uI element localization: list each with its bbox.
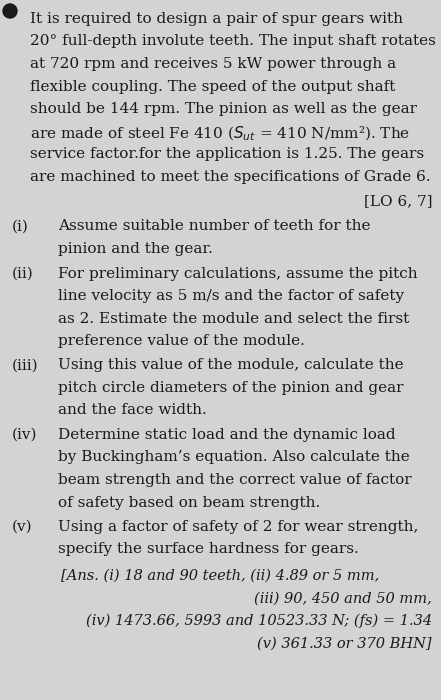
Text: at 720 rpm and receives 5 kW power through a: at 720 rpm and receives 5 kW power throu… [30, 57, 396, 71]
Text: as 2. Estimate the module and select the first: as 2. Estimate the module and select the… [58, 312, 409, 326]
Text: line velocity as 5 m/s and the factor of safety: line velocity as 5 m/s and the factor of… [58, 289, 404, 303]
Text: It is required to design a pair of spur gears with: It is required to design a pair of spur … [30, 12, 403, 26]
Text: specify the surface hardness for gears.: specify the surface hardness for gears. [58, 542, 359, 556]
Text: by Buckingham’s equation. Also calculate the: by Buckingham’s equation. Also calculate… [58, 451, 410, 465]
Text: For preliminary calculations, assume the pitch: For preliminary calculations, assume the… [58, 267, 418, 281]
Text: beam strength and the correct value of factor: beam strength and the correct value of f… [58, 473, 411, 487]
Text: (iv) 1473.66, 5993 and 10523.33 N; (fs) = 1.34: (iv) 1473.66, 5993 and 10523.33 N; (fs) … [86, 614, 432, 629]
Text: 20° full-depth involute teeth. The input shaft rotates: 20° full-depth involute teeth. The input… [30, 34, 436, 48]
Ellipse shape [3, 4, 17, 18]
Text: flexible coupling. The speed of the output shaft: flexible coupling. The speed of the outp… [30, 80, 396, 94]
Text: [LO 6, 7]: [LO 6, 7] [365, 194, 433, 208]
Text: (iii) 90, 450 and 50 mm,: (iii) 90, 450 and 50 mm, [254, 592, 432, 606]
Text: Assume suitable number of teeth for the: Assume suitable number of teeth for the [58, 220, 370, 234]
Text: Using a factor of safety of 2 for wear strength,: Using a factor of safety of 2 for wear s… [58, 520, 419, 534]
Text: Using this value of the module, calculate the: Using this value of the module, calculat… [58, 358, 404, 372]
Text: are made of steel Fe 410 ($S_{ut}$ = 410 N/mm²). The: are made of steel Fe 410 ($S_{ut}$ = 410… [30, 125, 410, 143]
Text: (iv): (iv) [12, 428, 37, 442]
Text: (v) 361.33 or 370 BHN]: (v) 361.33 or 370 BHN] [258, 636, 432, 650]
Text: and the face width.: and the face width. [58, 403, 207, 417]
Text: Determine static load and the dynamic load: Determine static load and the dynamic lo… [58, 428, 396, 442]
Text: [Ans. (i) 18 and 90 teeth, (ii) 4.89 or 5 mm,: [Ans. (i) 18 and 90 teeth, (ii) 4.89 or … [61, 569, 379, 583]
Text: pitch circle diameters of the pinion and gear: pitch circle diameters of the pinion and… [58, 381, 404, 395]
Text: (iii): (iii) [12, 358, 39, 372]
Text: pinion and the gear.: pinion and the gear. [58, 242, 213, 256]
Text: (i): (i) [12, 220, 29, 234]
Text: should be 144 rpm. The pinion as well as the gear: should be 144 rpm. The pinion as well as… [30, 102, 417, 116]
Text: preference value of the module.: preference value of the module. [58, 334, 305, 348]
Text: are machined to meet the specifications of Grade 6.: are machined to meet the specifications … [30, 169, 430, 183]
Text: service factor.for the application is 1.25. The gears: service factor.for the application is 1.… [30, 147, 424, 161]
Text: of safety based on beam strength.: of safety based on beam strength. [58, 496, 320, 510]
Text: (v): (v) [12, 520, 33, 534]
Text: (ii): (ii) [12, 267, 34, 281]
